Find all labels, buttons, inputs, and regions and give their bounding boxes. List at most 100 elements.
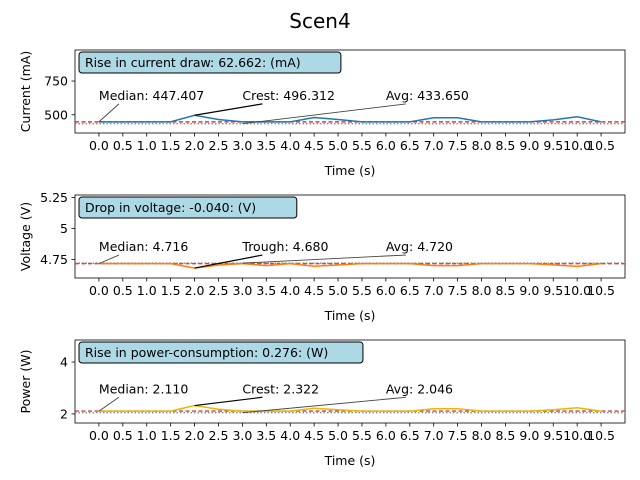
x-tick-label: 5.5: [352, 138, 372, 153]
x-tick-label: 1.5: [161, 283, 181, 298]
x-tick-label: 9.5: [543, 138, 563, 153]
x-tick-label: 6.0: [376, 138, 396, 153]
x-tick-label: 6.0: [376, 283, 396, 298]
x-axis-label: Time (s): [324, 308, 376, 323]
x-tick-label: 4.5: [304, 283, 324, 298]
x-tick-label: 3.5: [256, 428, 276, 443]
x-tick-label: 6.5: [400, 283, 420, 298]
x-tick-label: 6.0: [376, 428, 396, 443]
annotation-arrow: [242, 103, 406, 125]
x-tick-label: 4.0: [280, 138, 300, 153]
x-tick-label: 2.0: [185, 283, 205, 298]
x-tick-label: 10.5: [587, 428, 615, 443]
x-tick-label: 2.0: [185, 138, 205, 153]
y-axis-label: Power (W): [18, 350, 33, 414]
chart-panel-1: 0.0 0.5 1.0 1.5 2.0 2.5 3.0 3.5 4.0 4.5 5.0 5.5 6.0 6…: [18, 49, 626, 178]
info-box-text: Rise in current draw: 62.662: (mA): [85, 55, 301, 70]
chart-panel-3: 0.0 0.5 1.0 1.5 2.0 2.5 3.0 3.5 4.0 4.5 5.0 5.5 6.0 6…: [18, 339, 626, 468]
annotation-arrow: [98, 254, 120, 265]
x-tick-label: 7.5: [448, 428, 468, 443]
x-tick-label: 7.5: [448, 138, 468, 153]
x-tick-label: 7.0: [424, 428, 444, 443]
annotation-label: Crest: 496.312: [242, 88, 335, 103]
annotation-arrow: [194, 396, 263, 407]
x-tick-label: 10.5: [587, 283, 615, 298]
x-tick-label: 9.0: [519, 428, 539, 443]
x-tick-label: 9.5: [543, 283, 563, 298]
x-tick-label: 10.5: [587, 138, 615, 153]
x-tick-label: 5.5: [352, 283, 372, 298]
x-tick-label: 7.0: [424, 283, 444, 298]
x-tick-label: 3.0: [232, 138, 252, 153]
y-axis-label: Current (mA): [18, 51, 33, 132]
x-tick-label: 2.5: [209, 138, 229, 153]
y-axis-label: Voltage (V): [18, 202, 33, 271]
x-tick-label: 1.0: [137, 428, 157, 443]
x-tick-label: 4.0: [280, 428, 300, 443]
x-tick-label: 4.0: [280, 283, 300, 298]
x-tick-label: 10.0: [563, 138, 591, 153]
x-tick-label: 0.0: [89, 283, 109, 298]
chart-panels: 0.0 0.5 1.0 1.5 2.0 2.5 3.0 3.5 4.0 4.5 5.0 5.5 6.0 6…: [18, 49, 626, 468]
x-tick-label: 1.0: [137, 138, 157, 153]
figure-title: Scen4: [289, 9, 350, 33]
y-tick-label: 5.25: [40, 190, 68, 205]
info-box-text: Rise in power-consumption: 0.276: (W): [85, 345, 328, 360]
x-tick-label: 0.5: [113, 283, 133, 298]
x-tick-label: 9.5: [543, 428, 563, 443]
x-tick-label: 8.5: [495, 138, 515, 153]
series-line: [98, 404, 602, 412]
annotation-label: Crest: 2.322: [242, 381, 319, 396]
x-tick-label: 10.0: [563, 428, 591, 443]
x-tick-label: 8.0: [472, 138, 492, 153]
x-axis-label: Time (s): [324, 453, 376, 468]
info-box: [78, 196, 298, 219]
x-tick-label: 2.5: [209, 283, 229, 298]
y-tick-label: 750: [44, 74, 68, 89]
x-tick-label: 1.5: [161, 138, 181, 153]
x-tick-label: 5.0: [328, 283, 348, 298]
x-tick-label: 9.0: [519, 283, 539, 298]
x-tick-label: 1.5: [161, 428, 181, 443]
axes-frame: [74, 339, 626, 424]
annotation-arrow: [242, 396, 406, 414]
x-tick-label: 4.5: [304, 138, 324, 153]
x-tick-label: 0.0: [89, 138, 109, 153]
annotation-label: Median: 2.110: [99, 381, 188, 396]
annotation-label: Avg: 4.720: [386, 239, 453, 254]
x-tick-label: 4.5: [304, 428, 324, 443]
annotation-label: Trough: 4.680: [241, 239, 328, 254]
chart-panel-2: 0.0 0.5 1.0 1.5 2.0 2.5 3.0 3.5 4.0 4.5 5.0 5.5 6.0 6…: [18, 190, 626, 323]
x-tick-label: 7.5: [448, 283, 468, 298]
x-tick-label: 8.0: [472, 428, 492, 443]
annotation-arrow: [98, 103, 120, 123]
series-line: [98, 114, 602, 123]
x-tick-label: 6.5: [400, 138, 420, 153]
x-tick-label: 3.0: [232, 428, 252, 443]
x-tick-label: 2.5: [209, 428, 229, 443]
x-tick-label: 3.0: [232, 283, 252, 298]
annotation-label: Avg: 2.046: [386, 381, 453, 396]
x-axis-label: Time (s): [324, 163, 376, 178]
x-tick-label: 5.5: [352, 428, 372, 443]
annotation-arrow: [98, 396, 120, 412]
y-tick-label: 500: [44, 107, 68, 122]
y-tick-label: 4: [60, 355, 68, 370]
x-tick-label: 6.5: [400, 428, 420, 443]
x-tick-label: 10.0: [563, 283, 591, 298]
info-box-text: Drop in voltage: -0.040: (V): [85, 200, 256, 215]
x-tick-label: 8.0: [472, 283, 492, 298]
y-tick-label: 2: [60, 406, 68, 421]
annotation-label: Median: 4.716: [99, 239, 188, 254]
x-tick-label: 5.0: [328, 428, 348, 443]
x-tick-label: 9.0: [519, 138, 539, 153]
info-box: [78, 51, 342, 74]
series-line: [98, 262, 602, 269]
annotation-label: Median: 447.407: [99, 88, 204, 103]
x-tick-label: 0.5: [113, 428, 133, 443]
x-tick-label: 3.5: [256, 138, 276, 153]
x-tick-label: 7.0: [424, 138, 444, 153]
axes-frame: [74, 194, 626, 279]
x-tick-label: 2.0: [185, 428, 205, 443]
